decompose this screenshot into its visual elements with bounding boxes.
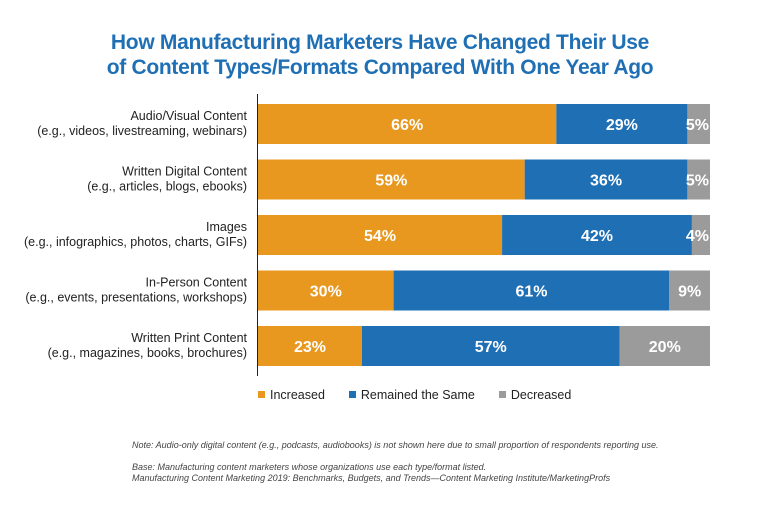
data-label: 57% bbox=[475, 339, 507, 356]
legend-label: Increased bbox=[270, 388, 325, 402]
bar-segment bbox=[258, 270, 394, 311]
data-label: 20% bbox=[649, 339, 681, 356]
category-examples: (e.g., infographics, photos, charts, GIF… bbox=[24, 235, 247, 249]
category-name: Written Digital Content bbox=[122, 165, 247, 179]
legend-swatch bbox=[348, 391, 356, 398]
bar-segment bbox=[669, 270, 710, 311]
data-label: 54% bbox=[364, 228, 396, 245]
category-examples: (e.g., videos, livestreaming, webinars) bbox=[37, 124, 247, 138]
category-label: In-Person Content (e.g., events, presenta… bbox=[25, 276, 247, 305]
legend-item: Remained the Same bbox=[348, 388, 475, 402]
bar-segment bbox=[524, 159, 688, 200]
data-label: 42% bbox=[581, 228, 613, 245]
chart-title-line-2: of Content Types/Formats Compared With O… bbox=[106, 56, 654, 79]
note-text: Note: Audio-only digital content (e.g., … bbox=[132, 440, 659, 450]
legend-swatch bbox=[498, 391, 506, 398]
data-label: 4% bbox=[686, 228, 709, 245]
data-label: 23% bbox=[294, 339, 326, 356]
bar-segment bbox=[258, 159, 525, 200]
legend-item: Decreased bbox=[498, 388, 572, 402]
legend-label: Decreased bbox=[510, 388, 572, 402]
bar-segment bbox=[687, 159, 710, 200]
data-label: 5% bbox=[686, 173, 709, 190]
data-label: 36% bbox=[590, 173, 622, 190]
bar-segment bbox=[619, 326, 710, 366]
bar-segment bbox=[691, 215, 710, 255]
legend-label: Remained the Same bbox=[360, 388, 475, 402]
bars-group: 66% 29% 5% 59% 36% 5% 54% 42% 4% 30% 61% 9% 23% 57% 20… bbox=[258, 104, 710, 366]
category-label: Images (e.g., infographics, photos, chart… bbox=[24, 220, 247, 249]
data-label: 66% bbox=[391, 117, 423, 134]
bar-segment bbox=[502, 215, 692, 255]
category-label: Written Print Content (e.g., magazines, b… bbox=[48, 331, 248, 360]
bar-segment bbox=[393, 270, 670, 311]
data-label: 5% bbox=[686, 117, 709, 134]
data-label: 30% bbox=[310, 284, 342, 301]
data-label: 61% bbox=[515, 284, 547, 301]
category-examples: (e.g., events, presentations, workshops) bbox=[25, 291, 247, 305]
source-text: Manufacturing Content Marketing 2019: Be… bbox=[132, 473, 611, 483]
base-text: Base: Manufacturing content marketers wh… bbox=[132, 462, 487, 472]
bar-segment bbox=[687, 104, 710, 144]
category-labels-group: Audio/Visual Content (e.g., videos, lives… bbox=[24, 109, 248, 360]
category-examples: (e.g., magazines, books, brochures) bbox=[48, 346, 247, 360]
data-label: 29% bbox=[606, 117, 638, 134]
legend-item: Increased bbox=[258, 388, 325, 402]
category-examples: (e.g., articles, blogs, ebooks) bbox=[87, 180, 247, 194]
data-label: 9% bbox=[678, 284, 701, 301]
category-label: Written Digital Content (e.g., articles, … bbox=[87, 165, 247, 194]
bar-segment bbox=[258, 215, 503, 255]
legend-swatch bbox=[258, 391, 265, 398]
stacked-bar-chart: 66% 29% 5% 59% 36% 5% 54% 42% 4% 30% 61% 9% 23% 57% 20… bbox=[24, 94, 710, 376]
category-name: Images bbox=[206, 220, 247, 234]
category-label: Audio/Visual Content (e.g., videos, lives… bbox=[37, 109, 247, 138]
bar-segment bbox=[556, 104, 688, 144]
data-label: 59% bbox=[375, 173, 407, 190]
bar-segment bbox=[258, 326, 362, 366]
category-name: In-Person Content bbox=[146, 276, 248, 290]
chart-title-line-1: How Manufacturing Marketers Have Changed… bbox=[110, 31, 650, 54]
chart-notes: Note: Audio-only digital content (e.g., … bbox=[132, 440, 658, 484]
bar-segment bbox=[258, 104, 557, 144]
chart-title: How Manufacturing Marketers Have Changed… bbox=[0, 30, 760, 80]
bar-segment bbox=[361, 326, 620, 366]
category-name: Written Print Content bbox=[131, 331, 247, 345]
legend: Increased Remained the Same Decreased bbox=[258, 388, 595, 402]
category-name: Audio/Visual Content bbox=[130, 109, 247, 123]
